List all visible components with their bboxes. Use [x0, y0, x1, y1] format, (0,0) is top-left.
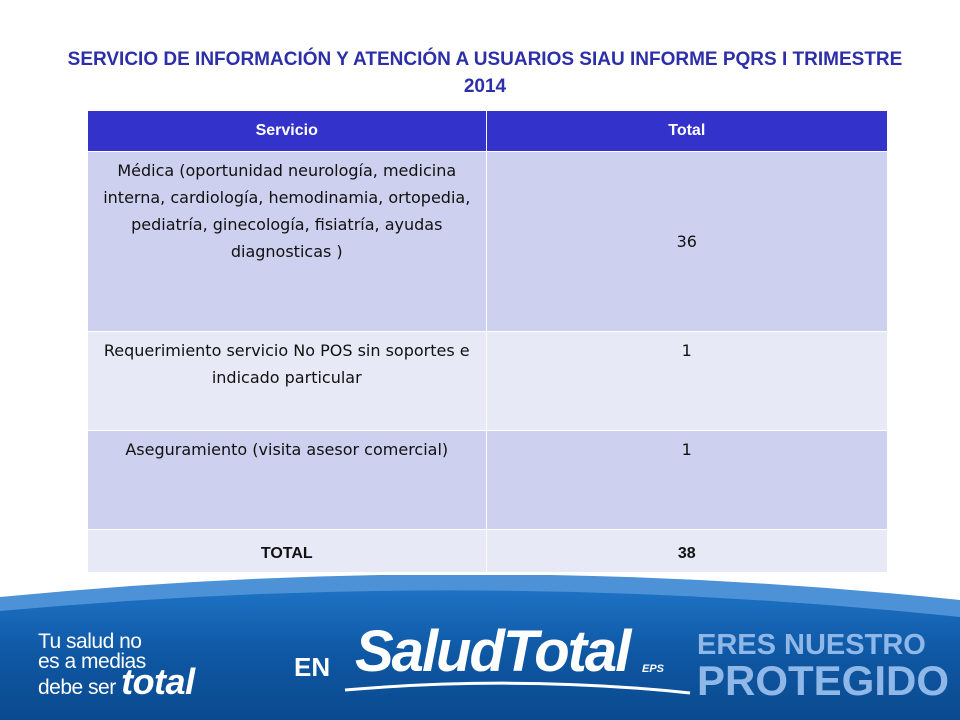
en-label: EN	[294, 652, 331, 682]
logo-swoosh	[344, 681, 691, 695]
table-row: Médica (oportunidad neurología, medicina…	[88, 151, 888, 332]
table-row: Requerimiento servicio No POS sin soport…	[88, 331, 888, 431]
slogan-line-3: debe ser total	[38, 664, 195, 700]
slogan-line-3-text: debe ser	[38, 676, 116, 699]
cell-total: 1	[486, 331, 888, 431]
cell-total: 1	[486, 430, 888, 530]
footer-wave-dark	[0, 590, 960, 720]
table-row: Aseguramiento (visita asesor comercial) …	[88, 430, 888, 530]
total-label: TOTAL	[88, 529, 487, 572]
slogan-line-1: Tu salud no	[38, 630, 142, 653]
slogan-total-word: total	[121, 661, 195, 702]
column-header-total: Total	[486, 111, 888, 152]
tagline-line-2: PROTEGIDO	[697, 657, 950, 704]
column-header-servicio: Servicio	[88, 111, 487, 152]
page-title: SERVICIO DE INFORMACIÓN Y ATENCIÓN A USU…	[67, 49, 903, 97]
table-total-row: TOTAL 38	[88, 529, 888, 572]
pqrs-table: Servicio Total Médica (oportunidad neuro…	[88, 111, 888, 572]
tagline-line-1: ERES NUESTRO	[697, 629, 926, 661]
cell-servicio: Médica (oportunidad neurología, medicina…	[88, 151, 487, 332]
slogan-line-2: es a medias	[38, 650, 146, 673]
table-header-row: Servicio Total	[88, 111, 888, 152]
footer-band	[0, 575, 960, 720]
slogan-block: Tu salud no es a medias debe ser total	[38, 630, 195, 700]
brand-logo: SaludTotal	[355, 619, 631, 684]
total-value: 38	[486, 529, 888, 572]
cell-total: 36	[486, 151, 888, 332]
brand-logo-suffix: EPS	[642, 663, 665, 675]
cell-servicio: Aseguramiento (visita asesor comercial)	[88, 430, 487, 530]
cell-servicio: Requerimiento servicio No POS sin soport…	[88, 331, 487, 431]
